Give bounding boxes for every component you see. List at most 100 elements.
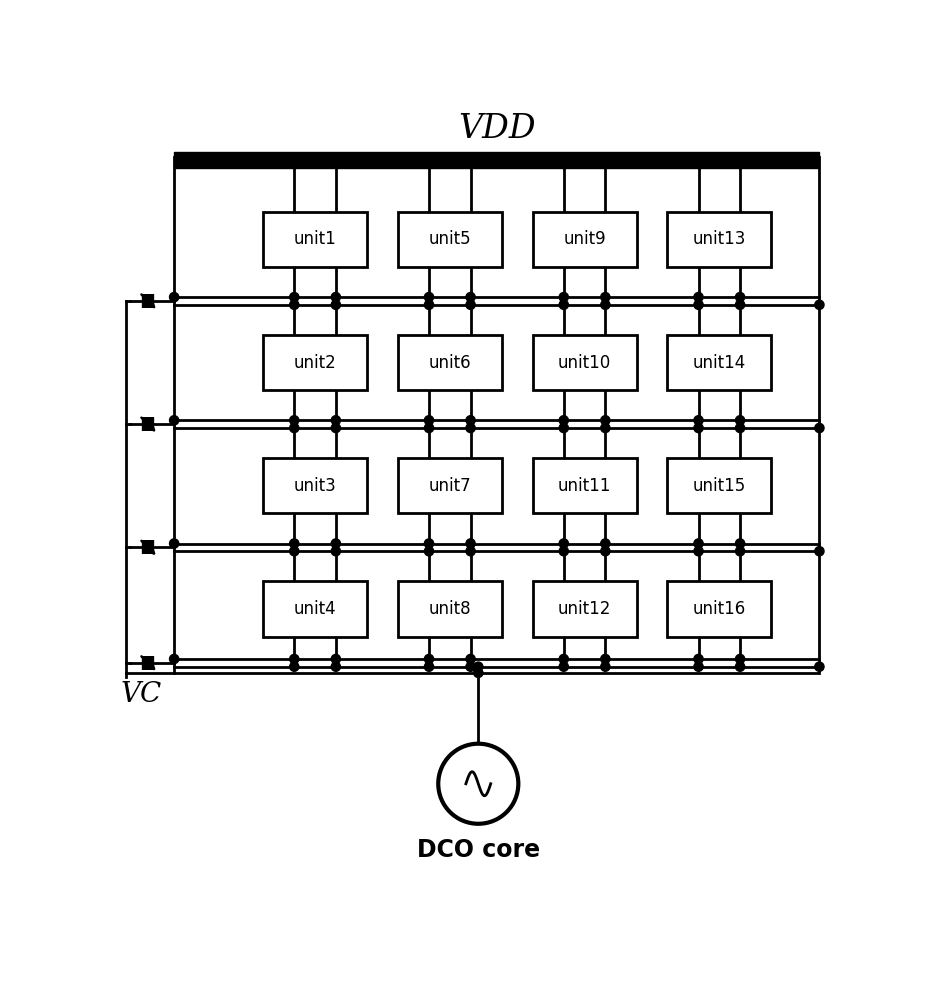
FancyBboxPatch shape xyxy=(263,581,367,637)
Text: unit6: unit6 xyxy=(428,354,471,372)
Circle shape xyxy=(815,423,824,433)
Text: VC: VC xyxy=(120,681,161,708)
Circle shape xyxy=(600,292,610,302)
Text: VDD: VDD xyxy=(458,113,535,145)
Text: unit16: unit16 xyxy=(693,600,746,618)
Circle shape xyxy=(290,539,299,548)
Text: unit15: unit15 xyxy=(693,477,746,495)
Circle shape xyxy=(560,423,569,433)
FancyBboxPatch shape xyxy=(398,212,502,267)
Circle shape xyxy=(290,423,299,433)
Circle shape xyxy=(600,423,610,433)
Circle shape xyxy=(694,423,703,433)
Circle shape xyxy=(290,547,299,556)
Circle shape xyxy=(169,654,179,664)
Circle shape xyxy=(331,300,341,309)
Circle shape xyxy=(466,547,475,556)
Text: unit2: unit2 xyxy=(293,354,336,372)
Circle shape xyxy=(694,662,703,671)
Circle shape xyxy=(694,539,703,548)
Circle shape xyxy=(290,654,299,664)
Circle shape xyxy=(694,300,703,309)
Text: unit5: unit5 xyxy=(428,230,471,248)
Circle shape xyxy=(466,654,475,664)
Circle shape xyxy=(694,654,703,664)
Circle shape xyxy=(425,654,434,664)
Circle shape xyxy=(560,300,569,309)
Circle shape xyxy=(735,423,745,433)
Circle shape xyxy=(474,668,483,677)
Circle shape xyxy=(439,744,519,824)
Circle shape xyxy=(600,539,610,548)
Circle shape xyxy=(735,539,745,548)
Circle shape xyxy=(560,654,569,664)
FancyBboxPatch shape xyxy=(668,212,771,267)
Circle shape xyxy=(331,539,341,548)
Circle shape xyxy=(735,662,745,671)
Circle shape xyxy=(169,292,179,302)
FancyBboxPatch shape xyxy=(533,212,637,267)
FancyBboxPatch shape xyxy=(533,335,637,390)
Circle shape xyxy=(694,416,703,425)
Circle shape xyxy=(331,654,341,664)
Circle shape xyxy=(290,662,299,671)
Circle shape xyxy=(331,547,341,556)
FancyBboxPatch shape xyxy=(533,458,637,513)
Circle shape xyxy=(735,300,745,309)
FancyBboxPatch shape xyxy=(668,335,771,390)
Circle shape xyxy=(600,547,610,556)
Text: unit1: unit1 xyxy=(293,230,336,248)
Circle shape xyxy=(735,547,745,556)
Circle shape xyxy=(425,300,434,309)
Text: unit11: unit11 xyxy=(558,477,612,495)
Text: DCO core: DCO core xyxy=(417,838,540,862)
Circle shape xyxy=(466,423,475,433)
Text: unit9: unit9 xyxy=(563,230,606,248)
Circle shape xyxy=(560,662,569,671)
Circle shape xyxy=(425,292,434,302)
Circle shape xyxy=(169,416,179,425)
Circle shape xyxy=(466,300,475,309)
Circle shape xyxy=(600,662,610,671)
FancyBboxPatch shape xyxy=(533,581,637,637)
Circle shape xyxy=(466,416,475,425)
Text: unit10: unit10 xyxy=(558,354,611,372)
Text: unit12: unit12 xyxy=(558,600,612,618)
Circle shape xyxy=(466,662,475,671)
FancyBboxPatch shape xyxy=(263,458,367,513)
Circle shape xyxy=(290,300,299,309)
Circle shape xyxy=(600,416,610,425)
FancyBboxPatch shape xyxy=(398,458,502,513)
Circle shape xyxy=(331,423,341,433)
Circle shape xyxy=(735,292,745,302)
Circle shape xyxy=(466,539,475,548)
Text: unit7: unit7 xyxy=(428,477,471,495)
FancyBboxPatch shape xyxy=(398,581,502,637)
Circle shape xyxy=(425,547,434,556)
FancyBboxPatch shape xyxy=(263,335,367,390)
Circle shape xyxy=(815,547,824,556)
Circle shape xyxy=(474,662,483,671)
Circle shape xyxy=(331,416,341,425)
Circle shape xyxy=(425,539,434,548)
Circle shape xyxy=(425,423,434,433)
Circle shape xyxy=(560,292,569,302)
FancyBboxPatch shape xyxy=(263,212,367,267)
Text: unit13: unit13 xyxy=(693,230,746,248)
FancyBboxPatch shape xyxy=(398,335,502,390)
Circle shape xyxy=(815,300,824,309)
Circle shape xyxy=(466,292,475,302)
Text: unit14: unit14 xyxy=(693,354,746,372)
Circle shape xyxy=(169,539,179,548)
Circle shape xyxy=(815,662,824,671)
FancyBboxPatch shape xyxy=(668,581,771,637)
Circle shape xyxy=(290,416,299,425)
Circle shape xyxy=(560,547,569,556)
Text: unit8: unit8 xyxy=(428,600,471,618)
Text: unit3: unit3 xyxy=(293,477,336,495)
Circle shape xyxy=(560,416,569,425)
Circle shape xyxy=(600,654,610,664)
Circle shape xyxy=(735,416,745,425)
Circle shape xyxy=(735,654,745,664)
Circle shape xyxy=(560,539,569,548)
